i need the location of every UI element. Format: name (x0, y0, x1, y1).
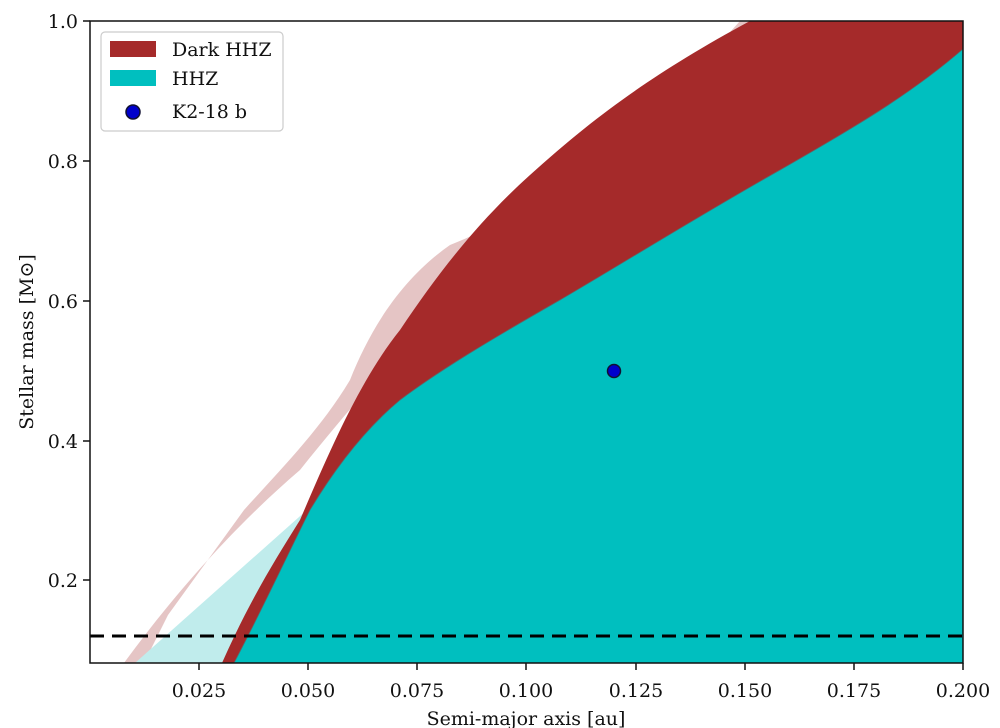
x-tick-label: 0.125 (609, 680, 663, 702)
legend: Dark HHZ HHZ K2-18 b (100, 31, 284, 132)
y-tick-label: 1.0 (48, 11, 78, 33)
y-axis: 0.2 0.4 0.6 0.8 1.0 Stellar mass [M⊙] (16, 11, 90, 592)
x-tick-label: 0.025 (172, 680, 226, 702)
y-tick-label: 0.6 (48, 291, 78, 313)
y-tick-label: 0.8 (48, 151, 78, 173)
x-tick-label: 0.050 (281, 680, 335, 702)
x-axis: 0.025 0.050 0.075 0.100 0.125 0.150 0.17… (172, 663, 990, 728)
legend-marker-k2-18b (125, 104, 141, 120)
legend-swatch-dark-hhz (110, 41, 156, 57)
legend-swatch-hhz (110, 70, 156, 86)
plot-area (90, 21, 964, 664)
hhz-region (233, 48, 964, 664)
x-tick-label: 0.150 (718, 680, 772, 702)
x-tick-label: 0.200 (936, 680, 990, 702)
hhz-faint-region (135, 509, 308, 663)
k2-18b-point[interactable] (606, 363, 622, 379)
y-axis-label: Stellar mass [M⊙] (16, 254, 38, 430)
x-tick-label: 0.075 (390, 680, 444, 702)
legend-label-k2-18b: K2-18 b (172, 101, 247, 123)
x-axis-label: Semi-major axis [au] (427, 708, 626, 728)
x-tick-label: 0.175 (827, 680, 881, 702)
legend-label-hhz: HHZ (172, 68, 218, 90)
y-tick-label: 0.2 (48, 570, 78, 592)
x-tick-label: 0.100 (499, 680, 553, 702)
y-tick-label: 0.4 (48, 431, 78, 453)
legend-label-dark-hhz: Dark HHZ (172, 39, 272, 61)
